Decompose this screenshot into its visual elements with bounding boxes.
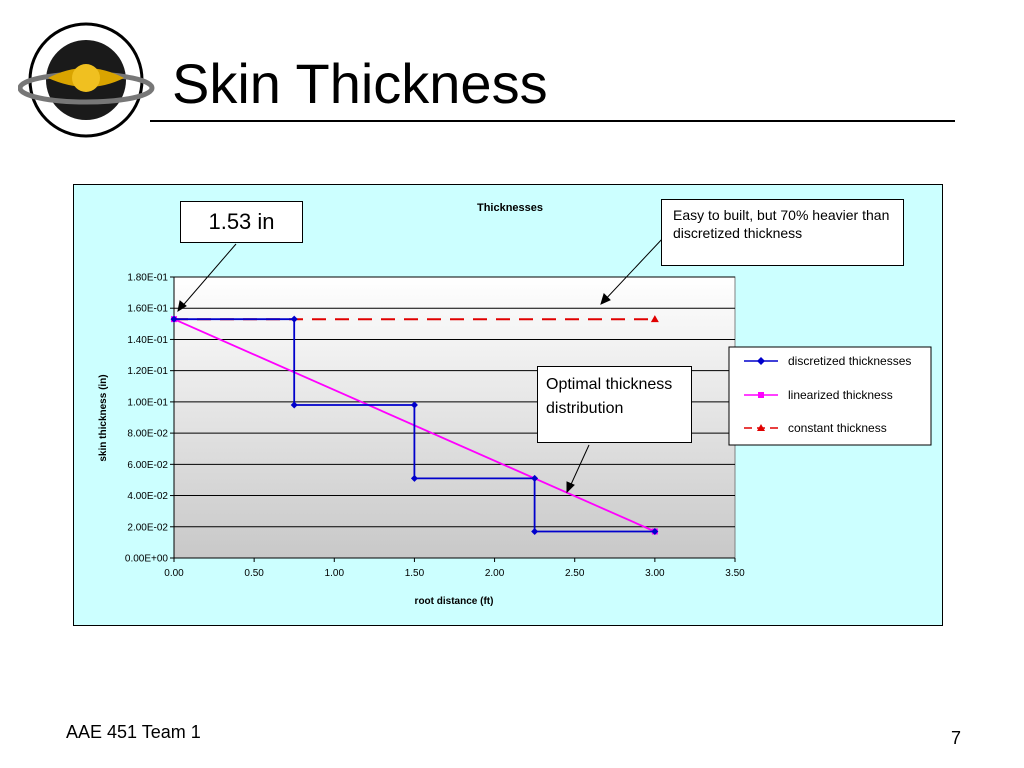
y-tick-label: 8.00E-02 [127, 429, 168, 440]
title-divider [150, 120, 955, 122]
x-tick-label: 3.00 [645, 568, 665, 579]
legend-label-linearized: linearized thickness [788, 388, 893, 402]
data-point-discretized [651, 527, 659, 535]
y-tick-label: 0.00E+00 [125, 554, 169, 565]
y-tick-label: 4.00E-02 [127, 491, 168, 502]
x-tick-label: 1.00 [325, 568, 345, 579]
page-number: 7 [951, 728, 962, 748]
arrow-root-thickness [178, 243, 237, 311]
y-tick-labels: 0.00E+00 2.00E-02 4.00E-02 6.00E-02 8.00E-02… [125, 273, 169, 565]
chart-title: Thicknesses [477, 202, 543, 214]
data-point-discretized [410, 474, 418, 482]
x-tick-labels: 0.00 0.50 1.00 1.50 2.00 2.50 3.00 3.50 [164, 568, 745, 579]
arrowhead-root-thickness [177, 300, 187, 313]
x-tick-label: 2.00 [485, 568, 505, 579]
y-tick-label: 2.00E-02 [127, 522, 168, 533]
callout-constant-note: Easy to built, but 70% heavier than disc… [661, 199, 904, 266]
data-point-constant [650, 315, 659, 323]
data-point-discretized [290, 315, 298, 323]
legend-marker-discretized [757, 357, 765, 365]
data-point-discretized [531, 474, 539, 482]
data-point-discretized [170, 315, 178, 323]
data-point-discretized [290, 401, 298, 409]
axes [170, 276, 736, 562]
arrow-optimal-note [567, 444, 590, 492]
legend: discretized thicknesses linearized thick… [728, 346, 932, 446]
x-tick-label: 2.50 [565, 568, 585, 579]
arrow-constant-note [601, 236, 665, 304]
y-tick-label: 1.80E-01 [127, 273, 168, 284]
slide-title: Skin Thickness [172, 52, 548, 115]
callout-arrows [177, 236, 665, 494]
legend-marker-constant [757, 424, 765, 431]
y-axis-title: skin thickness (in) [98, 374, 109, 461]
data-point-discretized [410, 401, 418, 409]
y-tick-label: 1.00E-01 [127, 397, 168, 408]
x-tick-label: 0.00 [164, 568, 184, 579]
y-tick-label: 1.20E-01 [127, 366, 168, 377]
x-axis-title: root distance (ft) [415, 596, 494, 607]
logo-gold-center [72, 64, 100, 92]
legend-label-constant: constant thickness [788, 421, 887, 435]
x-tick-label: 3.50 [725, 568, 745, 579]
y-tick-label: 1.40E-01 [127, 335, 168, 346]
purdue-aero-logo [18, 22, 155, 138]
data-point-discretized [531, 527, 539, 535]
legend-label-discretized: discretized thicknesses [788, 354, 911, 368]
series-line-discretized [174, 318, 655, 533]
callout-optimal-note: Optimal thickness distribution [537, 366, 692, 443]
callout-root-thickness: 1.53 in [180, 201, 303, 243]
x-tick-label: 1.50 [405, 568, 425, 579]
footer-team-label: AAE 451 Team 1 [66, 722, 201, 742]
y-tick-label: 6.00E-02 [127, 460, 168, 471]
y-tick-label: 1.60E-01 [127, 304, 168, 315]
legend-marker-linearized [758, 392, 764, 398]
x-tick-label: 0.50 [244, 568, 264, 579]
data-series [170, 315, 659, 535]
arrowhead-constant-note [600, 293, 611, 305]
arrowhead-optimal-note [566, 481, 575, 494]
